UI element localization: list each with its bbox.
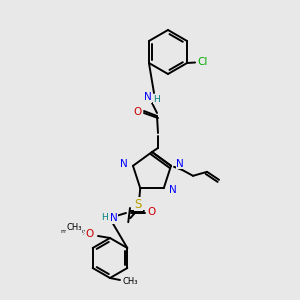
Text: methoxy: methoxy [60,229,88,233]
Text: N: N [144,92,152,102]
Text: CH₃: CH₃ [122,278,138,286]
Text: CH₃: CH₃ [66,224,82,232]
Text: O: O [86,229,94,239]
Text: O: O [147,207,155,217]
Text: O: O [134,107,142,117]
Text: N: N [176,159,184,169]
Text: Cl: Cl [198,57,208,67]
Text: N: N [120,159,128,169]
Text: H: H [100,214,107,223]
Text: N: N [110,213,118,223]
Text: O: O [85,229,93,239]
Text: H: H [154,94,160,103]
Text: N: N [169,185,176,195]
Text: S: S [135,198,142,211]
